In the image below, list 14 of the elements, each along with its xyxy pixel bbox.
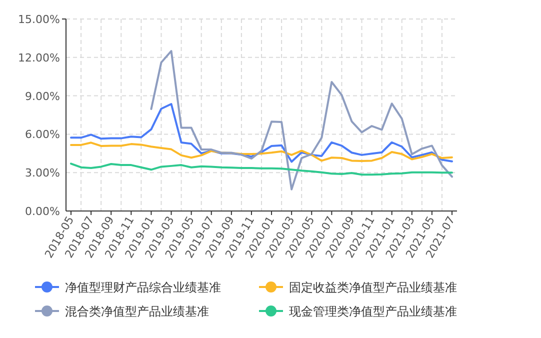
y-tick-label: 15.00% bbox=[18, 13, 60, 26]
line-series bbox=[70, 102, 453, 163]
y-tick-label: 0.00% bbox=[25, 205, 60, 218]
legend-label: 固定收益类净值型产品业绩基准 bbox=[289, 280, 457, 294]
y-tick-label: 6.00% bbox=[25, 128, 60, 142]
legend-label: 现金管理类净值型产品业绩基准 bbox=[289, 304, 457, 318]
y-tick-label: 3.00% bbox=[25, 166, 60, 180]
line-series bbox=[70, 162, 453, 176]
line-series bbox=[70, 142, 453, 162]
legend-label: 净值型理财产品综合业绩基准 bbox=[65, 280, 221, 294]
y-tick-label: 12.00% bbox=[18, 51, 60, 64]
line-series bbox=[150, 50, 453, 190]
legend-label: 混合类净值型产品业绩基准 bbox=[65, 304, 209, 318]
y-tick-label: 9.00% bbox=[25, 90, 60, 103]
